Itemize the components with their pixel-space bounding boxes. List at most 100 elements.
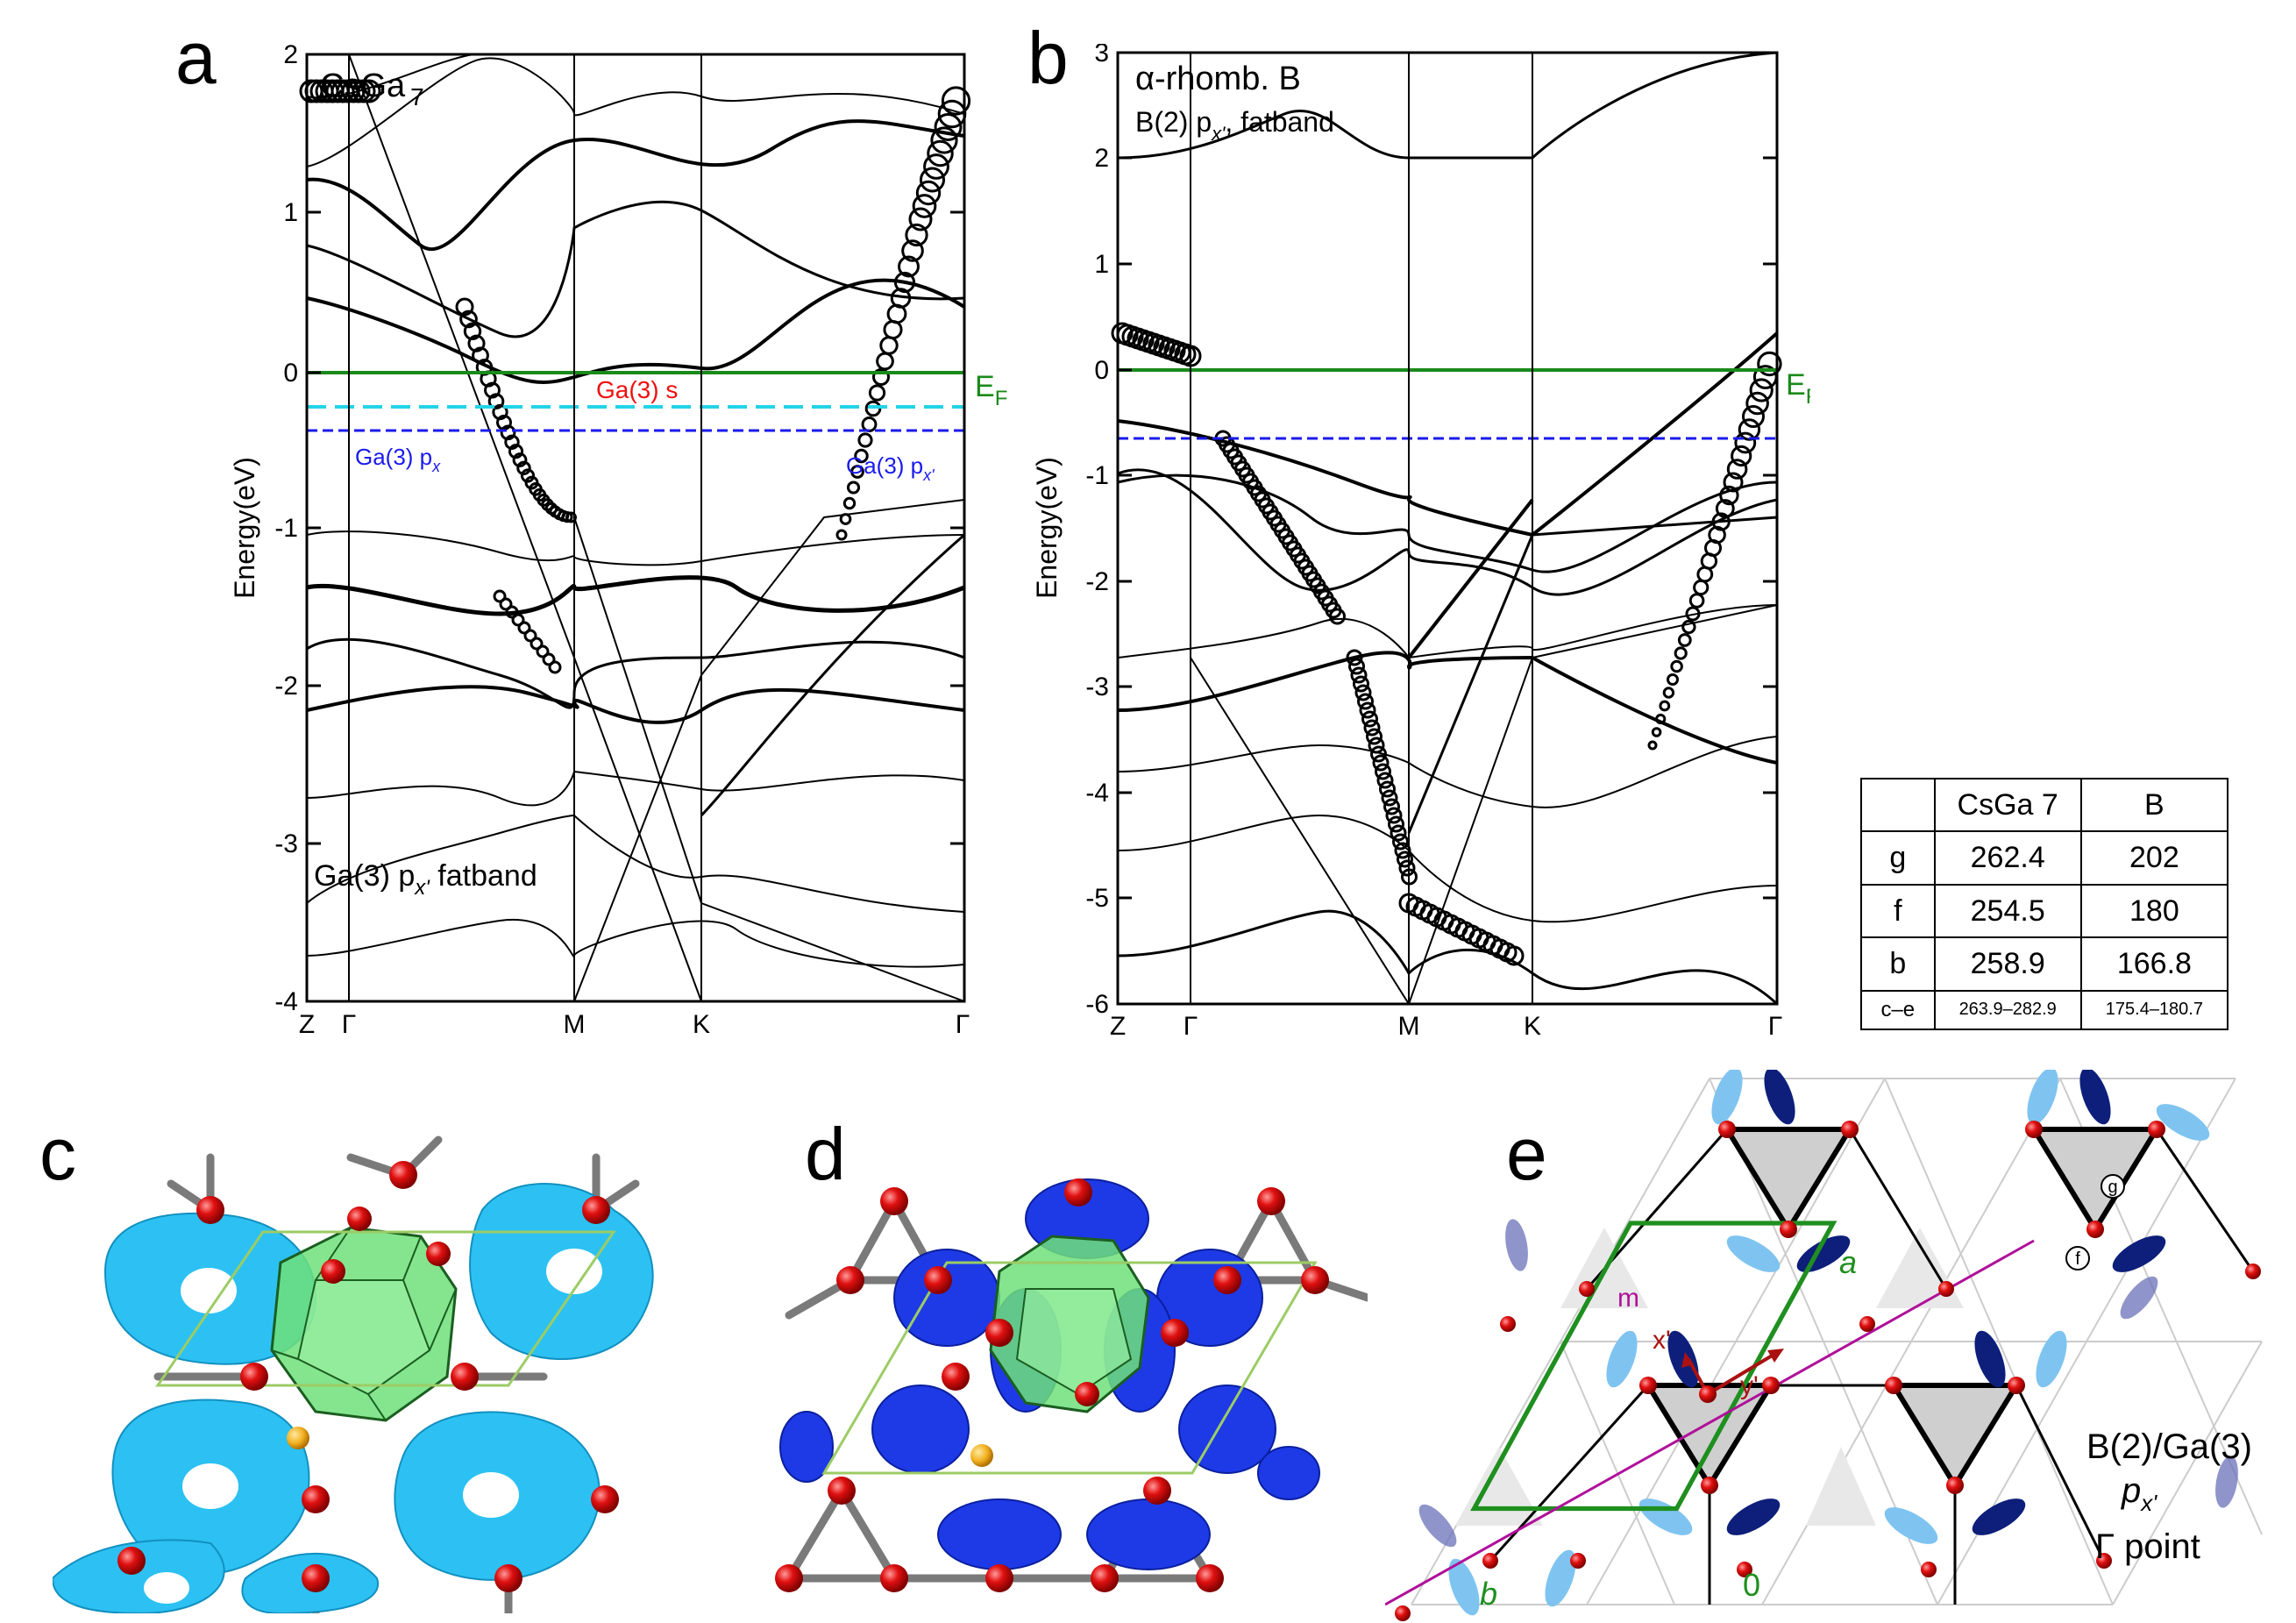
- fatband-point: [905, 223, 928, 247]
- band-line: [1117, 909, 1779, 1006]
- fatband-point: [1503, 945, 1525, 966]
- fatband-point: [915, 180, 942, 206]
- fatband-point: [1734, 431, 1757, 454]
- table-row: g 262.4 202: [1860, 830, 2229, 886]
- cell-label-a: a: [1839, 1244, 1857, 1280]
- table-cell: 202: [2079, 830, 2229, 886]
- x-prime-arrowhead: [1681, 1352, 1694, 1368]
- fatband-point: [1392, 833, 1409, 851]
- ytick-label: -4: [1085, 779, 1109, 808]
- fatband-point: [879, 336, 899, 355]
- fatband-point: [1379, 780, 1396, 798]
- fatband-point: [516, 460, 531, 476]
- blue-isosurface: [779, 1178, 1320, 1570]
- fatband-point: [1368, 737, 1385, 754]
- kpoint-label: K: [1524, 1012, 1541, 1035]
- fatband-point: [1385, 807, 1403, 824]
- fatband-point: [1398, 859, 1416, 877]
- ga3-px-right-label: Ga(3) px': [846, 452, 935, 484]
- y-prime-axis: [1706, 1350, 1780, 1396]
- fatband-point: [893, 271, 916, 294]
- site-label-f: f: [2075, 1249, 2080, 1269]
- panel-b-title: α-rhomb. B: [1135, 61, 1301, 97]
- mirror-label-m: m: [1617, 1284, 1639, 1313]
- fatband-point: [1348, 658, 1365, 675]
- band-line: [1117, 651, 1778, 765]
- band-line: [306, 119, 965, 252]
- ytick-label: -4: [274, 987, 298, 1016]
- fatband-point: [898, 255, 920, 278]
- fatband-point: [542, 652, 556, 666]
- band-line: [306, 278, 966, 384]
- fatband-point: [876, 352, 894, 371]
- fatband-point: [1726, 459, 1748, 480]
- cell-label-0: 0: [1743, 1567, 1760, 1603]
- fatband-point: [901, 239, 924, 262]
- caption-line-1: B(2)/Ga(3): [2086, 1427, 2252, 1466]
- band-line: [700, 533, 965, 817]
- fatband-point: [357, 79, 381, 103]
- ytick-label: 1: [283, 198, 298, 227]
- band-line: [573, 499, 965, 1002]
- fatband-point: [868, 384, 886, 402]
- table-cell: c–e: [1860, 989, 1936, 1031]
- site-markers: [2065, 1174, 2125, 1271]
- table-row: f 254.5 180: [1860, 883, 2229, 939]
- mirror-line: [1385, 1239, 2035, 1606]
- atoms: [117, 1161, 619, 1592]
- fatband-point: [455, 297, 474, 317]
- fatband-point: [835, 529, 848, 541]
- fatband-point: [1357, 693, 1374, 710]
- y-axis-label: Energy(eV): [229, 457, 260, 599]
- fatband-point: [565, 511, 577, 523]
- kpoint-label: Γ: [956, 1010, 970, 1035]
- band-line: [306, 57, 965, 167]
- band-line: [1117, 736, 1778, 808]
- fatband-point: [520, 468, 536, 483]
- y-axis-label: Energy(eV): [1031, 457, 1063, 599]
- fatband-point: [1370, 745, 1387, 763]
- fatband-point: [912, 194, 937, 218]
- panel-letter-a: a: [175, 17, 217, 99]
- fatband-point: [493, 589, 507, 603]
- fatband-point: [1674, 646, 1688, 660]
- y-prime-arrowhead: [1767, 1349, 1784, 1363]
- y-tick-marks: [307, 53, 964, 1003]
- table-header-row: CsGa 7 B: [1860, 777, 2229, 833]
- site-label-g: g: [2108, 1178, 2117, 1197]
- fatband-point: [1659, 700, 1671, 712]
- fatband-point: [1350, 666, 1368, 684]
- table-cell: g: [1860, 830, 1936, 886]
- fatband-point: [908, 207, 933, 231]
- fatband-point: [1745, 391, 1769, 416]
- panel-e-caption: B(2)/Ga(3) px' Γ point: [2086, 1425, 2252, 1569]
- panel-letter-d: d: [805, 1113, 846, 1195]
- ytick-label: -2: [1085, 567, 1109, 596]
- fatband-circles: [1111, 322, 1782, 966]
- table-cell: [1860, 777, 1936, 833]
- kpoint-label: M: [1398, 1012, 1420, 1035]
- band-line: [1117, 814, 1778, 923]
- fatband-point: [499, 597, 513, 611]
- panel-letter-b: b: [1027, 17, 1069, 99]
- ytick-label: -5: [1085, 884, 1109, 913]
- table-cell: 166.8: [2079, 936, 2229, 992]
- fatband-point: [1719, 485, 1739, 506]
- kpoint-label: Γ: [1768, 1012, 1783, 1035]
- ytick-label: 1: [1094, 250, 1109, 279]
- fatband-point: [927, 139, 954, 167]
- band-line: [1117, 468, 1778, 596]
- table-cell: 254.5: [1933, 883, 2082, 939]
- fatband-point: [1354, 684, 1372, 701]
- kpoint-label: K: [693, 1010, 710, 1035]
- fatband-point: [842, 496, 857, 510]
- fatband-point: [1655, 713, 1667, 725]
- fatband-point: [1376, 772, 1394, 789]
- fatband-point: [530, 637, 544, 651]
- fatband-point: [930, 126, 958, 154]
- fatband-point: [1738, 418, 1761, 441]
- fatband-point: [1329, 608, 1346, 625]
- band-lines: [1117, 51, 1779, 1006]
- plot-frame: [1116, 51, 1779, 1006]
- fatband-point: [467, 334, 486, 352]
